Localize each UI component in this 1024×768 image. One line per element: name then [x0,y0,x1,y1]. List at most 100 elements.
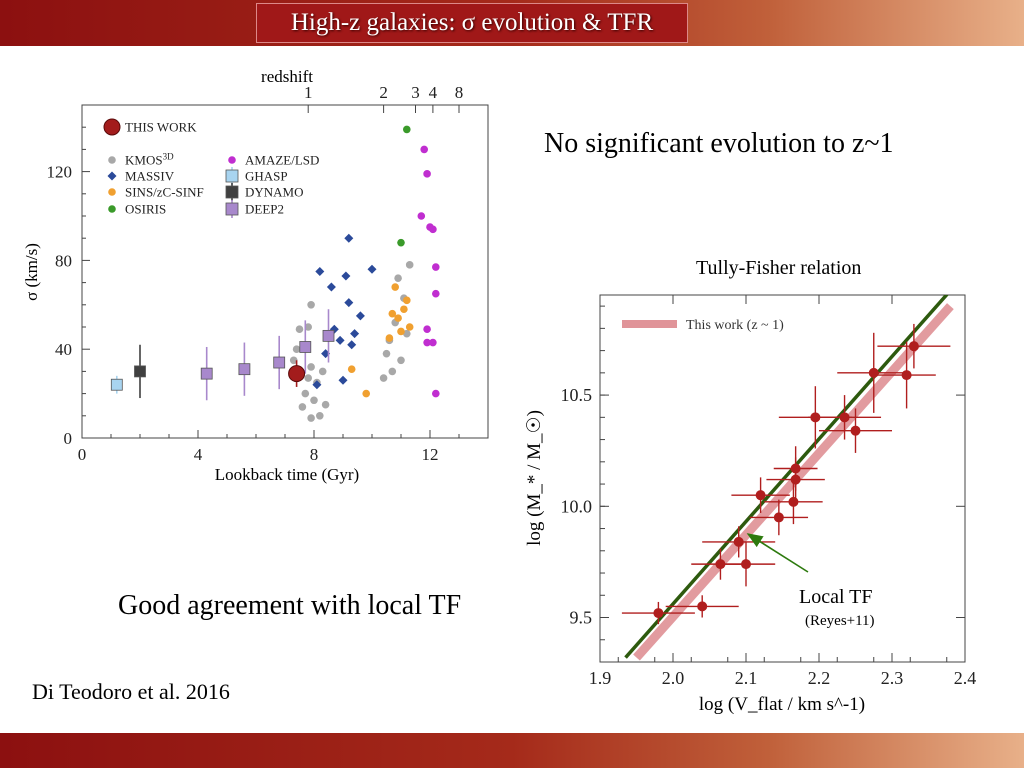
chart2-frame [599,294,966,663]
tf-point [908,341,919,352]
kmos3d-point [397,356,405,365]
citation: Di Teodoro et al. 2016 [32,679,230,704]
legend-amaze-lsd-marker [228,156,236,164]
chart2-x-tick-label: 2.1 [735,668,758,688]
chart2-y-tick-label: 9.5 [570,608,593,628]
massiv-point [315,267,325,276]
legend-osiris-marker [108,205,116,213]
tf-point [850,425,861,436]
amaze-lsd-point [429,225,437,234]
ghasp-point [110,378,123,391]
deep2-point [238,363,251,376]
tf-point [773,512,784,523]
chart1-x2-tick-label: 2 [379,83,388,102]
deep2-point [273,356,286,369]
chart1-x-tick-label: 12 [422,445,439,464]
amaze-lsd-point [423,338,431,347]
kmos3d-point [403,329,411,338]
legend-this-work-label: THIS WORK [125,120,197,135]
chart1-x2-tick-label: 4 [429,83,438,102]
sins-zc-sinf-point [405,323,414,331]
chart2-y-tick-label: 10.5 [561,385,593,405]
kmos3d-point [304,323,313,331]
sins-zc-sinf-point [385,334,394,342]
chart2-y-label: log (M_* / M_☉) [524,410,545,546]
legend-massiv-label: MASSIV [125,169,175,184]
footer-bar [0,733,1024,768]
sins-zc-sinf-point [391,283,400,291]
chart1-x-tick-label: 4 [194,445,203,464]
kmos3d-point [388,367,397,376]
chart1-x2-tick-label: 1 [304,83,313,102]
chart2-x-tick-label: 2.3 [881,668,904,688]
legend-dynamo-marker [225,185,239,199]
header-bar: High-z galaxies: σ evolution & TFR [0,0,1024,46]
sins-zc-sinf-point [347,365,356,373]
sins-zc-sinf-point [394,314,402,322]
chart2-y-tick-label: 10.0 [561,496,593,516]
tf-point [788,496,799,507]
chart1-y-tick-label: 0 [64,429,73,448]
tf-legend: This work (z ~ 1) [622,318,784,333]
tf-point [868,367,879,378]
legend-dynamo-label: DYNAMO [245,185,304,200]
kmos3d-point [307,363,315,371]
kmos3d-point [382,349,391,358]
kmos3d-point [301,389,310,398]
kmos3d-point [295,325,304,334]
kmos3d-point [292,345,301,354]
legend-amaze-lsd-label: AMAZE/LSD [245,153,319,168]
local-tf-sublabel: (Reyes+11) [805,613,875,629]
chart2-x-tick-label: 2.0 [662,668,685,688]
tf-point [790,463,801,474]
amaze-lsd-point [423,170,431,178]
massiv-point [312,380,322,390]
amaze-lsd-point [432,289,440,298]
legend-osiris-label: OSIRIS [125,202,166,217]
massiv-point [344,298,354,308]
tf-point [755,490,766,501]
sins-zc-sinf-point [397,327,405,336]
amaze-lsd-point [432,263,440,271]
massiv-point [350,329,360,339]
chart1-x-label: Lookback time (Gyr) [215,465,359,484]
kmos3d-point [289,356,298,365]
chart1-y-label: σ (km/s) [22,243,41,301]
legend-sins-zc-sinf-marker [108,188,116,196]
legend-kmos3d-label: KMOS3D [125,152,174,168]
chart2-x-tick-label: 1.9 [589,668,612,688]
note-no-evolution: No significant evolution to z~1 [544,128,894,159]
kmos3d-point [307,414,315,422]
legend-deep2-marker [225,202,239,216]
kmos3d-point [405,261,414,269]
local-tf-label: Local TF [799,586,873,608]
kmos3d-point [318,367,327,376]
chart1-y-tick-label: 40 [55,340,72,359]
tf-legend-label: This work (z ~ 1) [686,318,784,333]
legend-deep2-label: DEEP2 [245,202,284,217]
chart2-x-tick-label: 2.2 [808,668,831,688]
massiv-point [335,335,345,345]
tf-point [697,601,708,612]
kmos3d-point [316,412,324,420]
legend-this-work-marker [103,118,121,136]
tf-point [733,536,744,547]
kmos3d-point [310,396,318,405]
kmos3d-point [321,400,330,409]
tf-chart-title: Tully-Fisher relation [696,257,862,279]
local-tf-arrow [746,533,809,573]
chart2-x-tick-label: 2.4 [954,668,977,688]
tully-fisher-chart: 1.9 2.0 2.1 2.2 2.3 2.4 9.5 10.0 10.5 This work … [524,294,977,715]
kmos3d-point [394,274,402,282]
amaze-lsd-point [429,338,437,347]
chart1-y-tick-label: 80 [55,251,72,270]
title-box: High-z galaxies: σ evolution & TFR [256,3,688,43]
amaze-lsd-point [432,389,440,398]
amaze-lsd-point [417,212,426,220]
sins-zc-sinf-point [362,389,371,398]
chart2-x-label: log (V_flat / km s^-1) [699,694,865,715]
chart1-x-tick-label: 0 [78,445,87,464]
legend-massiv-marker [107,171,117,181]
slide-title: High-z galaxies: σ evolution & TFR [290,9,654,36]
